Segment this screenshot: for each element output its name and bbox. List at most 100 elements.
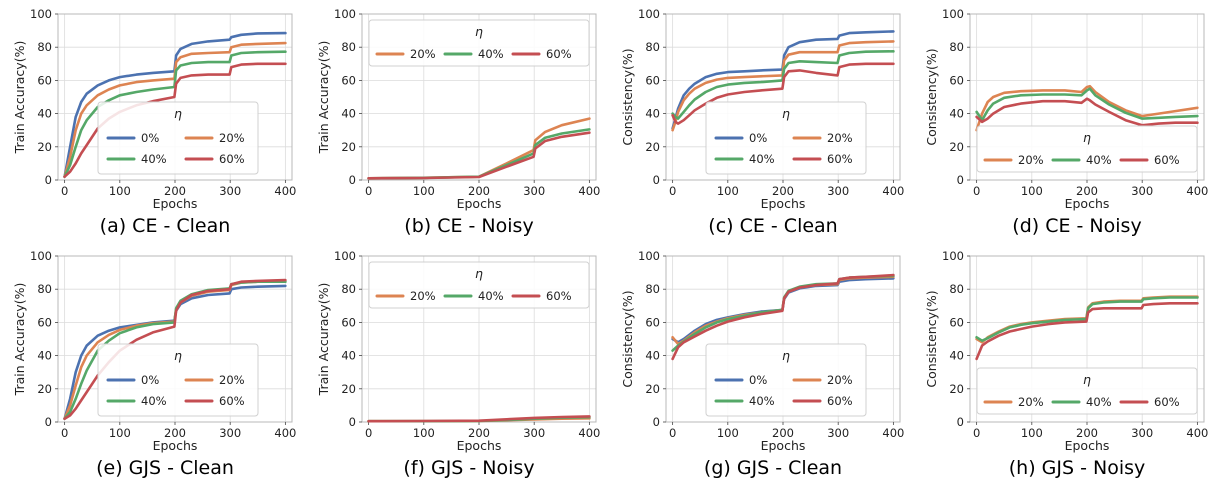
legend: η 20% 40% 60%: [977, 368, 1197, 414]
legend-title: η: [1083, 372, 1091, 387]
x-tick-label: 0: [973, 184, 980, 198]
y-axis-label: Consistency(%): [924, 290, 939, 387]
legend-entry-label: 60%: [219, 394, 245, 408]
y-tick-label: 100: [30, 7, 52, 21]
chart-panel: 0 20 40 60 80 100 0 100 200 300 400 Epochs Train Acc…: [316, 7, 600, 237]
chart-panel: 0 20 40 60 80 100 0 100 200 300 400 Epochs Consisten…: [924, 7, 1208, 237]
x-tick-label: 0: [669, 184, 676, 198]
x-axis-label: Epochs: [1065, 196, 1110, 211]
x-axis-label: Epochs: [153, 438, 198, 453]
legend-entry-label: 20%: [827, 131, 853, 145]
legend: η 20% 40% 60%: [977, 126, 1197, 172]
legend-entry-label: 60%: [1154, 395, 1180, 409]
legend: η 0% 20% 40% 60%: [98, 344, 258, 416]
x-axis-label: Epochs: [1065, 438, 1110, 453]
subfigure-caption: (c) CE - Clean: [708, 215, 837, 237]
x-tick-label: 300: [523, 426, 545, 440]
legend-entry-label: 40%: [141, 394, 167, 408]
y-tick-label: 40: [645, 349, 660, 363]
x-tick-label: 100: [109, 184, 131, 198]
x-tick-label: 300: [219, 426, 241, 440]
x-axis-label: Epochs: [761, 196, 806, 211]
x-tick-label: 400: [578, 184, 600, 198]
y-tick-label: 0: [653, 415, 660, 429]
legend-entry-label: 0%: [141, 373, 159, 387]
x-tick-label: 400: [578, 426, 600, 440]
y-tick-label: 20: [645, 140, 660, 154]
y-axis-label: Train Accuracy(%): [12, 283, 27, 397]
legend-title: η: [1083, 130, 1091, 145]
legend-entry-label: 60%: [827, 152, 853, 166]
y-axis-label: Train Accuracy(%): [316, 41, 331, 155]
y-tick-label: 80: [37, 282, 52, 296]
x-tick-label: 100: [1021, 184, 1043, 198]
y-tick-label: 20: [341, 140, 356, 154]
y-axis-label: Train Accuracy(%): [316, 283, 331, 397]
x-tick-label: 300: [827, 184, 849, 198]
y-axis-label: Consistency(%): [620, 48, 635, 145]
legend-title: η: [475, 266, 483, 281]
y-tick-label: 20: [341, 382, 356, 396]
subfigure-caption: (g) GJS - Clean: [704, 457, 842, 479]
y-tick-label: 80: [645, 282, 660, 296]
y-tick-label: 20: [949, 382, 964, 396]
chart-panel: 0 20 40 60 80 100 0 100 200 300 400 Epochs Consisten…: [620, 249, 904, 479]
y-tick-label: 60: [949, 315, 964, 329]
y-tick-label: 40: [37, 107, 52, 121]
legend-entry-label: 60%: [546, 289, 572, 303]
x-tick-label: 100: [717, 184, 739, 198]
x-tick-label: 0: [365, 184, 372, 198]
y-tick-label: 100: [30, 249, 52, 263]
x-tick-label: 100: [109, 426, 131, 440]
y-tick-label: 60: [645, 73, 660, 87]
chart-panel: 0 20 40 60 80 100 0 100 200 300 400 Epochs Consisten…: [924, 249, 1208, 479]
y-tick-label: 80: [645, 40, 660, 54]
y-tick-label: 20: [645, 382, 660, 396]
chart-panel: 0 20 40 60 80 100 0 100 200 300 400 Epochs Train Acc…: [316, 249, 600, 479]
legend-title: η: [174, 106, 182, 121]
y-axis-label: Consistency(%): [620, 290, 635, 387]
x-tick-label: 300: [1131, 426, 1153, 440]
legend-entry-label: 40%: [1086, 395, 1112, 409]
y-tick-label: 40: [949, 107, 964, 121]
x-tick-label: 300: [1131, 184, 1153, 198]
y-axis-label: Train Accuracy(%): [12, 41, 27, 155]
y-tick-label: 100: [638, 249, 660, 263]
y-tick-label: 20: [37, 382, 52, 396]
y-tick-label: 40: [341, 349, 356, 363]
y-tick-label: 40: [949, 349, 964, 363]
y-tick-label: 0: [349, 173, 356, 187]
legend-entry-label: 40%: [478, 47, 504, 61]
x-tick-label: 400: [274, 426, 296, 440]
x-tick-label: 100: [413, 426, 435, 440]
legend-title: η: [782, 348, 790, 363]
legend-entry-label: 20%: [827, 373, 853, 387]
subfigure-caption: (h) GJS - Noisy: [1009, 457, 1146, 479]
y-tick-label: 80: [341, 282, 356, 296]
y-tick-label: 0: [653, 173, 660, 187]
legend: η 20% 40% 60%: [369, 20, 589, 66]
legend-entry-label: 20%: [410, 47, 436, 61]
y-tick-label: 100: [334, 7, 356, 21]
legend-title: η: [174, 348, 182, 363]
legend-entry-label: 40%: [749, 152, 775, 166]
y-tick-label: 60: [37, 73, 52, 87]
y-tick-label: 60: [949, 73, 964, 87]
x-tick-label: 0: [669, 426, 676, 440]
x-tick-label: 0: [61, 426, 68, 440]
y-tick-label: 80: [949, 282, 964, 296]
chart-panel: 0 20 40 60 80 100 0 100 200 300 400 Epochs Train Acc…: [12, 7, 296, 237]
legend-entry-label: 60%: [219, 152, 245, 166]
y-tick-label: 0: [45, 173, 52, 187]
y-tick-label: 100: [942, 7, 964, 21]
legend-entry-label: 60%: [827, 394, 853, 408]
x-tick-label: 0: [61, 184, 68, 198]
legend-entry-label: 60%: [1154, 153, 1180, 167]
x-tick-label: 0: [365, 426, 372, 440]
x-tick-label: 100: [717, 426, 739, 440]
x-axis-label: Epochs: [457, 196, 502, 211]
y-tick-label: 40: [645, 107, 660, 121]
y-tick-label: 60: [645, 315, 660, 329]
x-tick-label: 400: [882, 184, 904, 198]
